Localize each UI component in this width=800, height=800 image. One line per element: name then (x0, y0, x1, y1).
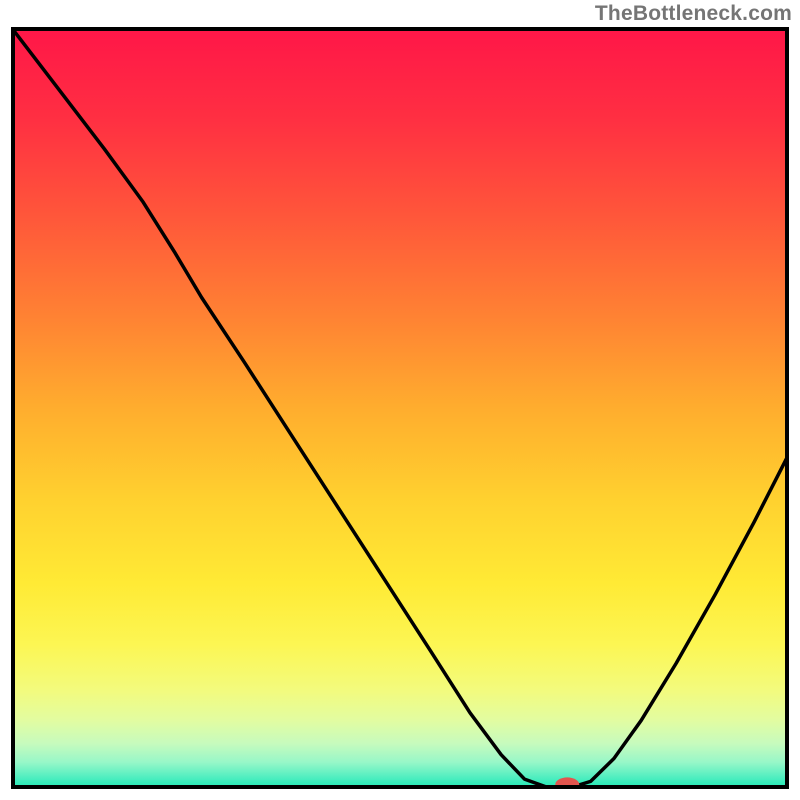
chart-frame: TheBottleneck.com (0, 0, 800, 800)
bottleneck-chart (0, 0, 800, 800)
gradient-background (11, 27, 789, 789)
optimal-marker (555, 777, 579, 791)
